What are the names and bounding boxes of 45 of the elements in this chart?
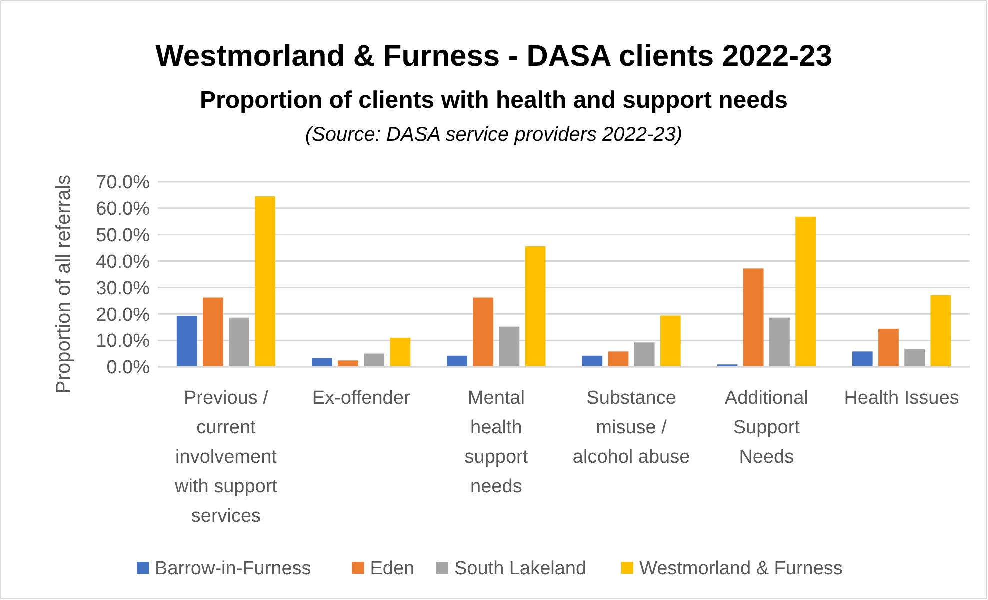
bar: [473, 298, 494, 367]
bar: [634, 342, 655, 367]
legend-label: Barrow-in-Furness: [155, 558, 312, 580]
bar: [525, 246, 546, 367]
legend-label: Eden: [370, 558, 415, 580]
text: (Source: DASA service providers 2022-23): [305, 124, 683, 146]
legend-label: Westmorland & Furness: [639, 558, 843, 580]
y-tick-label: 30.0%: [96, 278, 150, 300]
chart-title: Westmorland & Furness - DASA clients 2022-23: [156, 40, 832, 73]
y-tick-label: 10.0%: [96, 331, 150, 352]
bar: [338, 360, 358, 367]
x-tick-label: Additional Support Needs: [724, 388, 808, 468]
y-tick-label: 60.0%: [96, 199, 150, 220]
legend-label: South Lakeland: [454, 558, 587, 580]
y-axis-title: Proportion of all referrals: [53, 175, 75, 394]
y-tick-label: 0.0%: [106, 358, 150, 379]
x-tick-label: Health Issues: [844, 388, 960, 409]
bar: [930, 295, 952, 367]
bar: [312, 358, 332, 367]
bar: [229, 318, 250, 367]
bar: [904, 349, 925, 367]
y-tick-label: 20.0%: [96, 304, 150, 326]
bar: [499, 326, 520, 367]
x-tick-label: Previous / current involvement with support services: [174, 388, 278, 527]
bar: [878, 328, 899, 367]
y-tick-label: 50.0%: [96, 226, 150, 247]
bar: [796, 216, 816, 367]
bar: [770, 318, 790, 367]
y-tick-label: 70.0%: [96, 172, 150, 194]
bar: [852, 352, 873, 367]
x-tick-label: Mental health support needs: [464, 388, 529, 498]
x-tick-label: Substance misuse / alcohol abuse: [572, 388, 690, 468]
y-tick-label: 40.0%: [96, 252, 150, 273]
bar: [203, 298, 224, 367]
chart-subtitle: Proportion of clients with health and support needs: [200, 87, 788, 114]
bar: [608, 352, 629, 367]
bar: [364, 354, 385, 367]
bar: [582, 356, 603, 367]
bar: [743, 268, 764, 367]
bar: [660, 316, 681, 367]
bar: [176, 316, 198, 367]
bar: [447, 356, 468, 367]
x-tick-label: Ex-offender: [312, 388, 411, 409]
bar: [255, 196, 276, 367]
bar: [390, 338, 411, 367]
